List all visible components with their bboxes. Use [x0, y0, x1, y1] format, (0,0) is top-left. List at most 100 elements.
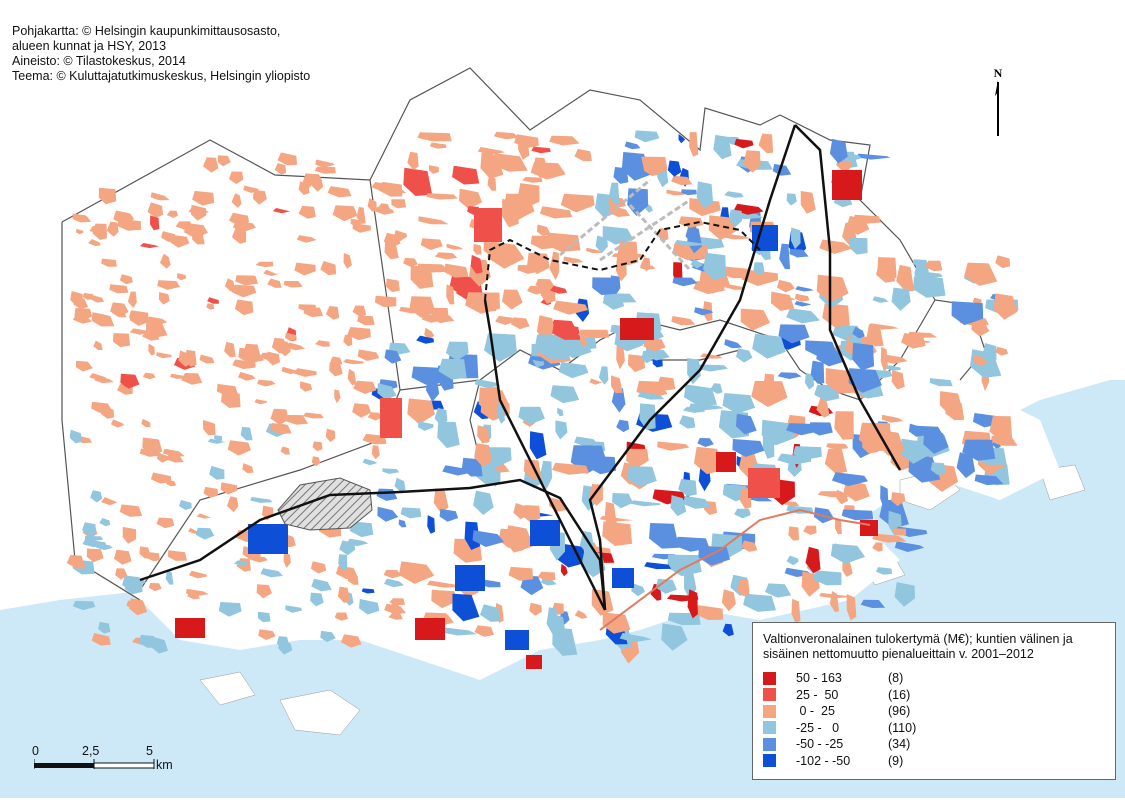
zone-polygon [147, 202, 163, 219]
zone-polygon [549, 251, 560, 281]
zone-polygon [362, 458, 378, 466]
zone-polygon [91, 312, 115, 327]
zone-polygon [852, 342, 875, 371]
zone-polygon [403, 257, 418, 267]
zone-polygon [82, 539, 107, 548]
zone-polygon [872, 542, 883, 552]
zone-polygon [179, 500, 192, 510]
zone-polygon [685, 223, 697, 245]
zone-polygon [595, 235, 608, 254]
zone-polygon [302, 412, 324, 419]
zone-polygon [991, 435, 1018, 446]
zone-polygon [877, 257, 897, 283]
zone-polygon [885, 365, 901, 371]
zone-polygon [644, 562, 672, 570]
zone-polygon [227, 440, 251, 456]
zone-polygon [207, 297, 219, 304]
excluded-area [277, 477, 373, 531]
zone-polygon [763, 373, 775, 397]
zone-polygon [620, 318, 654, 340]
zone-polygon [424, 327, 435, 340]
zone-polygon [694, 605, 724, 620]
zone-polygon [325, 428, 336, 443]
zone-polygon [203, 419, 216, 436]
zone-polygon [872, 296, 889, 303]
zone-polygon [800, 191, 816, 214]
scale-tick-label: 0 [32, 744, 39, 758]
zone-polygon [343, 252, 352, 269]
legend-swatch [763, 704, 776, 718]
zone-polygon [473, 490, 494, 515]
zone-polygon [285, 605, 303, 613]
zone-polygon [150, 215, 160, 231]
zone-polygon [693, 446, 722, 475]
zone-polygon [88, 239, 101, 246]
zone-polygon [148, 343, 155, 356]
zone-polygon [434, 407, 448, 426]
zone-polygon [341, 634, 362, 648]
zone-polygon [657, 376, 676, 391]
zone-polygon [866, 324, 884, 347]
zone-polygon [612, 493, 634, 509]
zone-polygon [532, 157, 548, 179]
zone-polygon [311, 456, 321, 467]
zone-polygon [579, 530, 595, 555]
zone-polygon [829, 138, 848, 164]
zone-polygon [666, 189, 685, 196]
legend-count: (8) [888, 671, 904, 686]
zone-polygon [671, 316, 696, 326]
zone-polygon [438, 358, 467, 380]
zone-polygon [386, 278, 400, 292]
zone-polygon [563, 256, 584, 264]
zone-polygon [86, 548, 104, 563]
zone-polygon [832, 170, 862, 200]
zone-polygon [233, 560, 249, 566]
zone-polygon [352, 223, 371, 233]
zone-polygon [240, 352, 264, 363]
zone-polygon [411, 366, 445, 385]
zone-polygon [477, 425, 490, 444]
zone-polygon [786, 423, 820, 436]
zone-polygon [753, 262, 765, 276]
zone-polygon [159, 253, 171, 269]
zone-polygon [724, 191, 744, 198]
zone-polygon [602, 291, 625, 310]
zone-polygon [284, 332, 297, 342]
zone-polygon [836, 489, 849, 505]
legend-swatch [763, 721, 776, 735]
zone-polygon [627, 354, 645, 373]
zone-polygon [388, 613, 403, 620]
zone-polygon [266, 351, 281, 366]
zone-polygon [139, 546, 152, 559]
zone-polygon [459, 188, 482, 209]
zone-polygon [517, 183, 540, 207]
zone-polygon [238, 371, 256, 381]
zone-polygon [141, 418, 151, 428]
zone-polygon [465, 292, 500, 314]
zone-polygon [852, 326, 865, 339]
zone-polygon [666, 594, 699, 602]
legend-item: -102 - -50 (9) [763, 753, 1105, 770]
zone-polygon [771, 291, 795, 311]
zone-polygon [284, 415, 309, 425]
zone-polygon [574, 436, 599, 447]
zone-polygon [188, 570, 208, 579]
zone-polygon [311, 578, 332, 592]
zone-polygon [831, 472, 868, 486]
zone-polygon [218, 602, 242, 617]
zone-polygon [736, 348, 753, 363]
scale-tick-label: 2,5 [82, 744, 100, 758]
zone-polygon [446, 284, 455, 305]
zone-polygon [784, 501, 800, 507]
zone-polygon [502, 289, 523, 310]
zone-polygon [76, 360, 93, 372]
zone-polygon [285, 342, 306, 351]
zone-polygon [446, 243, 464, 250]
zone-polygon [384, 603, 406, 615]
zone-polygon [558, 362, 589, 379]
zone-polygon [896, 264, 915, 292]
zone-polygon [142, 372, 156, 380]
legend-item: -25 - 0 (110) [763, 720, 1105, 737]
zone-polygon [213, 435, 223, 441]
zone-polygon [441, 627, 477, 636]
